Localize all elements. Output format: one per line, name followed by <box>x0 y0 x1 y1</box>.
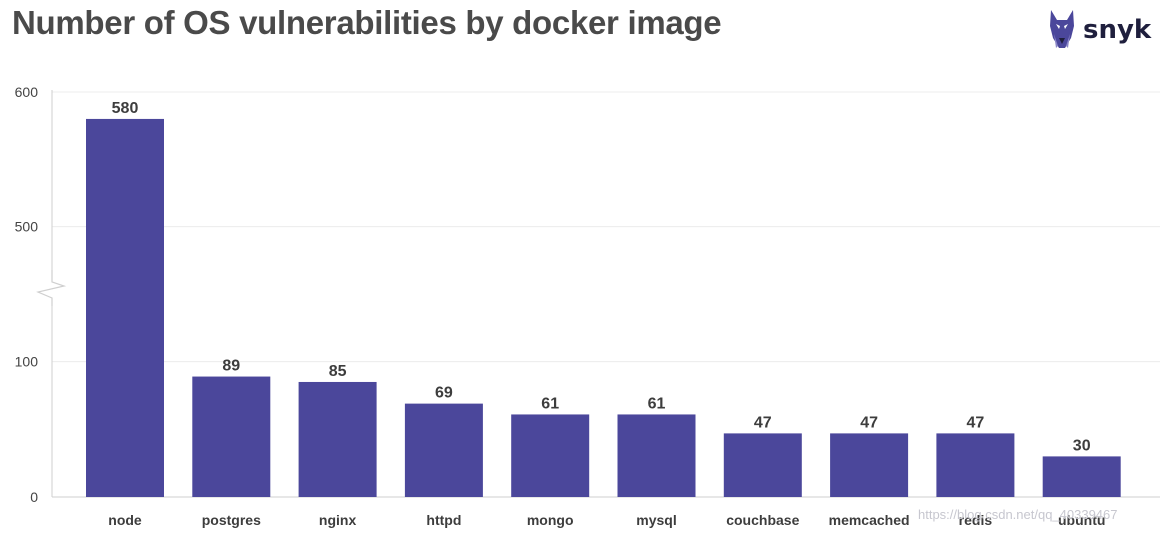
data-label: 30 <box>1073 437 1091 454</box>
bar-postgres <box>192 376 271 497</box>
brand-name: snyk <box>1083 15 1152 45</box>
snyk-logo: snyk <box>1047 8 1151 52</box>
data-label: 580 <box>112 100 139 117</box>
category-label: postgres <box>202 512 261 528</box>
y-tick-label: 100 <box>15 354 39 370</box>
watermark: https://blog.csdn.net/qq_40339467 <box>918 507 1118 522</box>
data-label: 85 <box>329 363 347 380</box>
category-label: mongo <box>527 512 574 528</box>
category-label: memcached <box>829 512 910 528</box>
category-label: couchbase <box>726 512 799 528</box>
y-tick-label: 600 <box>15 84 39 100</box>
y-tick-label: 500 <box>15 219 39 235</box>
category-label: httpd <box>426 512 461 528</box>
category-label: ubuntu <box>1058 512 1105 528</box>
category-label: node <box>108 512 142 528</box>
bar-couchbase <box>723 433 802 497</box>
bars-layer: 580 node 89 postgres 85 nginx 69 httpd 61 mongo 61… <box>86 100 1121 528</box>
category-label: mysql <box>636 512 676 528</box>
bar-ubuntu <box>1042 456 1121 497</box>
axis-break-mark <box>36 270 67 306</box>
category-label: nginx <box>319 512 357 528</box>
bar-mongo <box>511 414 590 497</box>
data-label: 69 <box>435 385 453 402</box>
data-label: 89 <box>222 358 240 375</box>
category-label: redis <box>959 512 993 528</box>
data-label: 47 <box>860 414 878 431</box>
data-label: 61 <box>648 395 666 412</box>
doberman-icon <box>1050 10 1074 48</box>
y-tick-label: 0 <box>30 489 38 505</box>
bar-mysql <box>617 414 696 497</box>
bar-redis <box>936 433 1015 497</box>
grid-layer: 0 100 500 600 <box>15 84 1160 505</box>
bar-memcached <box>830 433 909 497</box>
bar-nginx <box>298 381 377 497</box>
data-label: 47 <box>754 414 772 431</box>
chart-title: Number of OS vulnerabilities by docker i… <box>12 4 722 41</box>
data-label: 47 <box>967 414 985 431</box>
bar-httpd <box>404 403 483 497</box>
data-label: 61 <box>541 395 559 412</box>
bar-node <box>86 118 164 497</box>
